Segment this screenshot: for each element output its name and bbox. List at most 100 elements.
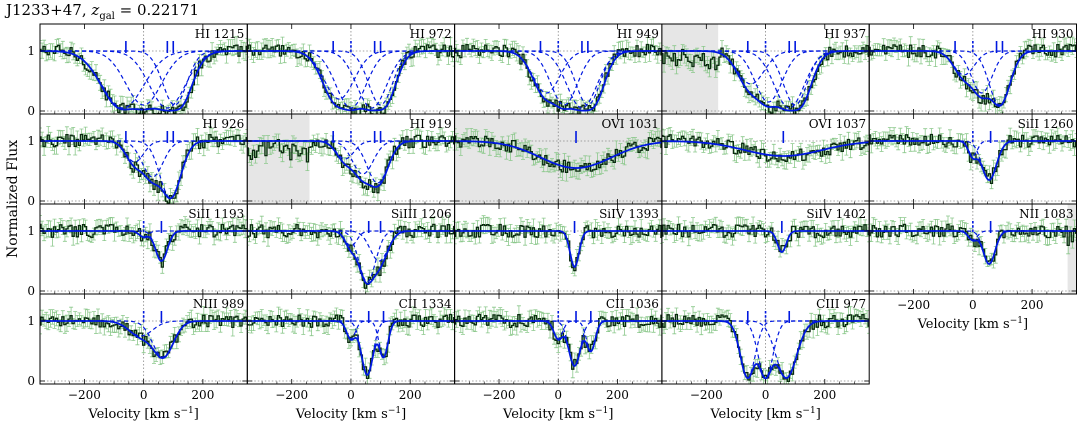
total-model <box>661 50 869 112</box>
panel-hi-926: HI 926 0 1 <box>27 113 248 208</box>
x-tick-label: 0 <box>554 388 562 402</box>
y-tick-label: 1 <box>27 134 35 148</box>
panel-ciii-977: CIII 977 −200 0 200 Velocity [km s−1] <box>661 293 870 422</box>
total-model <box>454 140 662 169</box>
total-model <box>661 140 869 157</box>
y-tick-label: 0 <box>27 374 35 388</box>
panel-plot-area <box>454 294 662 384</box>
panel-nii-1083: NII 1083 −200 0 200 Velocity [km s−1] <box>868 203 1078 332</box>
panel-label: HI 1215 <box>195 27 245 41</box>
total-model <box>869 140 1077 181</box>
panel-ovi-1037: OVI 1037 <box>661 113 870 205</box>
panel-hi-937: HI 937 <box>661 23 870 115</box>
total-model <box>40 320 247 360</box>
panel-plot-area <box>661 204 870 294</box>
total-model <box>869 230 1077 265</box>
panel-hi-972: HI 972 <box>246 23 456 115</box>
total-model <box>40 230 247 262</box>
data-spectrum <box>40 133 248 204</box>
panel-siii-1260: SiII 1260 <box>868 113 1078 205</box>
z-symbol: z <box>91 1 100 19</box>
panel-plot-area <box>661 24 870 114</box>
x-tick-label: −200 <box>690 388 723 402</box>
z-subscript: gal <box>99 11 115 22</box>
panel-label: OVI 1037 <box>809 117 866 131</box>
total-model <box>454 320 662 368</box>
component-model-2 <box>40 50 248 106</box>
y-tick-label: 1 <box>27 314 35 328</box>
target-name: J1233+47, <box>6 1 87 19</box>
total-model <box>247 230 455 285</box>
y-tick-label: 1 <box>27 224 35 238</box>
y-tick-label: 0 <box>27 284 35 298</box>
panel-plot-area <box>247 114 455 204</box>
x-tick-label: 200 <box>813 388 836 402</box>
panel-plot-area <box>869 24 1077 114</box>
x-tick-label: 200 <box>1021 298 1044 312</box>
data-spectrum <box>454 135 662 173</box>
panel-plot-area <box>454 204 662 294</box>
panel-label: HI 972 <box>410 27 452 41</box>
y-tick-label: 0 <box>27 194 35 208</box>
panel-label: HI 926 <box>202 117 244 131</box>
y-tick-label: 0 <box>27 104 35 118</box>
panel-plot-area <box>40 294 248 384</box>
x-tick-label: 0 <box>969 298 977 312</box>
panel-label: CIII 977 <box>816 297 866 311</box>
z-value: = 0.22171 <box>119 1 200 19</box>
total-model <box>247 320 455 377</box>
total-model <box>661 320 869 380</box>
panel-plot-area <box>247 204 455 294</box>
panel-plot-area <box>247 24 455 114</box>
panel-label: CII 1036 <box>606 297 659 311</box>
panel-siiv-1402: SiIV 1402 <box>661 203 870 295</box>
panel-plot-area <box>40 24 248 114</box>
total-model <box>454 50 662 112</box>
panel-label: HI 919 <box>410 117 452 131</box>
panel-plot-area <box>40 204 248 294</box>
panel-label: NIII 989 <box>193 297 244 311</box>
panel-label: NII 1083 <box>1019 207 1073 221</box>
x-tick-label: −200 <box>897 298 930 312</box>
panel-label: HI 949 <box>617 27 659 41</box>
total-model <box>247 140 455 188</box>
x-axis-label: Velocity [km s−1] <box>295 406 406 422</box>
x-tick-label: −200 <box>68 388 101 402</box>
panel-ovi-1031: OVI 1031 <box>454 113 663 205</box>
panel-cii-1036: CII 1036 −200 0 200 Velocity [km s−1] <box>454 293 663 422</box>
component-model-2 <box>40 320 248 358</box>
total-model <box>40 140 247 200</box>
x-axis-label: Velocity [km s−1] <box>87 406 198 422</box>
panel-plot-area <box>40 114 248 204</box>
panel-label: HI 937 <box>824 27 866 41</box>
x-tick-label: 0 <box>140 388 148 402</box>
panel-siiii-1206: SiIII 1206 <box>246 203 456 295</box>
data-spectrum <box>661 223 870 253</box>
masked-region <box>247 114 310 204</box>
panel-cii-1334: CII 1334 −200 0 200 Velocity [km s−1] <box>246 293 456 422</box>
panel-hi-930: HI 930 <box>868 23 1078 115</box>
panel-label: SiII 1260 <box>1018 117 1074 131</box>
panel-plot-area <box>869 114 1077 204</box>
panel-label: SiIII 1206 <box>391 207 452 221</box>
masked-region <box>1067 204 1077 294</box>
x-tick-label: 200 <box>606 388 629 402</box>
data-spectrum <box>247 134 455 194</box>
component-model-3 <box>661 320 870 379</box>
panel-label: SiII 1193 <box>188 207 244 221</box>
x-tick-label: −200 <box>275 388 308 402</box>
panel-plot-area <box>454 114 662 204</box>
x-axis-label: Velocity [km s−1] <box>917 316 1028 332</box>
panel-label: CII 1334 <box>399 297 452 311</box>
data-spectrum <box>40 44 248 114</box>
x-tick-label: −200 <box>483 388 516 402</box>
panel-label: SiIV 1393 <box>599 207 659 221</box>
data-spectrum <box>869 133 1077 185</box>
panel-hi-1215: HI 1215 0 1 <box>27 23 248 118</box>
panel-hi-949: HI 949 <box>454 23 663 115</box>
y-tick-label: 1 <box>27 44 35 58</box>
panel-niii-989: NIII 989 0 1 −200 0 200 Velocity [km s−1] <box>27 293 248 422</box>
data-spectrum <box>454 313 662 370</box>
x-tick-label: 200 <box>191 388 214 402</box>
